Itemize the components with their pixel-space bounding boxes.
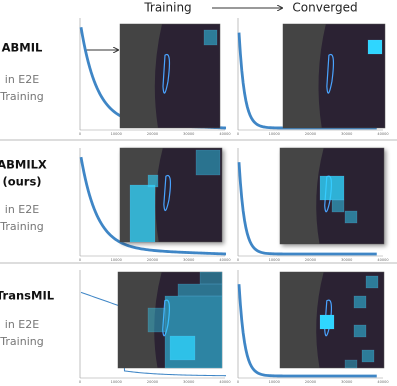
x-tick-label: 0 bbox=[237, 258, 239, 262]
attention-map bbox=[117, 271, 223, 369]
x-tick-label: 0 bbox=[79, 380, 81, 384]
attention-patch bbox=[147, 174, 159, 188]
attention-map bbox=[279, 271, 385, 369]
x-tick-label: 20000 bbox=[147, 258, 158, 262]
method-note: Training bbox=[0, 220, 44, 233]
x-tick-label: 30000 bbox=[183, 380, 194, 384]
score-curve bbox=[237, 284, 377, 378]
attention-patch bbox=[169, 335, 196, 361]
attention-patch bbox=[365, 275, 379, 289]
attention-patch bbox=[195, 149, 221, 176]
x-tick-label: 10000 bbox=[111, 132, 122, 136]
x-tick-label: 20000 bbox=[305, 132, 316, 136]
x-tick-label: 30000 bbox=[341, 258, 352, 262]
plots: 0 10000 20000 30000 40000 0 10000 20000 30000 400… bbox=[79, 18, 389, 384]
attention-patch bbox=[129, 184, 156, 243]
attention-patch bbox=[319, 314, 335, 330]
x-tick-label: 40000 bbox=[377, 380, 388, 384]
x-tick-label: 30000 bbox=[183, 258, 194, 262]
annotation-contour bbox=[326, 53, 335, 94]
x-tick-label: 30000 bbox=[341, 380, 352, 384]
x-tick-label: 40000 bbox=[219, 258, 230, 262]
tissue-region bbox=[280, 148, 324, 244]
score-curve bbox=[80, 291, 227, 377]
x-tick-label: 0 bbox=[79, 258, 81, 262]
method-note: in E2E bbox=[5, 203, 39, 216]
attention-map bbox=[279, 147, 385, 245]
method-name: ABMIL bbox=[2, 41, 43, 55]
attention-patch bbox=[353, 295, 367, 309]
attention-map bbox=[119, 23, 221, 129]
x-tick-label: 10000 bbox=[269, 132, 280, 136]
tissue-region bbox=[118, 272, 162, 368]
annotation-contour bbox=[163, 174, 172, 211]
x-tick-label: 40000 bbox=[219, 132, 230, 136]
score-curve bbox=[237, 162, 377, 256]
x-tick-label: 0 bbox=[237, 132, 239, 136]
attention-map bbox=[119, 147, 223, 243]
tissue-region bbox=[280, 272, 324, 368]
method-note: in E2E bbox=[5, 73, 39, 86]
method-note: Training bbox=[0, 335, 44, 348]
header-training: Training bbox=[143, 1, 191, 15]
method-name: TransMIL bbox=[0, 289, 55, 303]
x-tick-label: 10000 bbox=[269, 258, 280, 262]
x-tick-label: 30000 bbox=[341, 132, 352, 136]
x-tick-label: 10000 bbox=[111, 380, 122, 384]
attention-patch bbox=[203, 29, 218, 46]
score-curve bbox=[79, 156, 227, 256]
attention-patch bbox=[319, 175, 345, 201]
method-note: Training bbox=[0, 90, 44, 103]
x-tick-label: 0 bbox=[79, 132, 81, 136]
attention-patch bbox=[344, 359, 358, 369]
x-tick-label: 10000 bbox=[111, 258, 122, 262]
x-tick-label: 20000 bbox=[147, 132, 158, 136]
attention-patch bbox=[147, 307, 166, 333]
x-tick-label: 40000 bbox=[219, 380, 230, 384]
tissue-region bbox=[120, 24, 162, 128]
method-name: ABMILX bbox=[0, 158, 47, 172]
x-tick-label: 10000 bbox=[269, 380, 280, 384]
attention-patch bbox=[331, 199, 345, 213]
x-tick-label: 0 bbox=[237, 380, 239, 384]
attention-patch bbox=[177, 283, 223, 297]
x-tick-label: 30000 bbox=[183, 132, 194, 136]
attention-patch bbox=[361, 349, 375, 363]
tissue-region bbox=[283, 24, 326, 128]
attention-patch bbox=[199, 271, 223, 285]
x-tick-label: 40000 bbox=[377, 132, 388, 136]
attention-patch bbox=[344, 210, 358, 224]
attention-patch bbox=[353, 324, 367, 338]
x-tick-label: 20000 bbox=[305, 258, 316, 262]
annotation-contour bbox=[162, 53, 171, 94]
x-tick-label: 20000 bbox=[305, 380, 316, 384]
attention-map bbox=[282, 23, 386, 129]
method-name: (ours) bbox=[2, 175, 41, 189]
method-note: in E2E bbox=[5, 318, 39, 331]
x-tick-label: 40000 bbox=[377, 258, 388, 262]
attention-patch bbox=[367, 39, 383, 55]
header-converged: Converged bbox=[292, 1, 357, 15]
x-tick-label: 20000 bbox=[147, 380, 158, 384]
